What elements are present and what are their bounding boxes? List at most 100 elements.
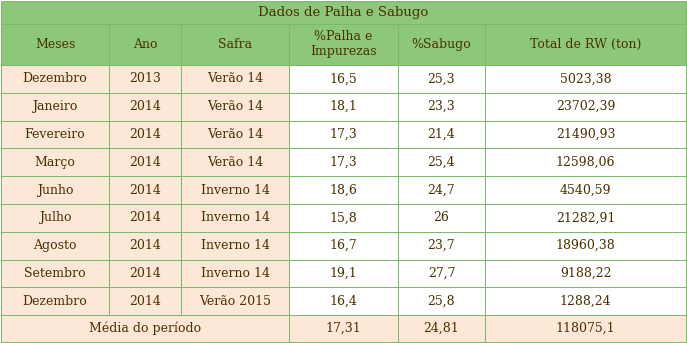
Bar	[109, 120, 181, 148]
Bar	[1, 1, 686, 24]
Text: 27,7: 27,7	[428, 267, 455, 280]
Bar	[1, 204, 109, 232]
Bar	[485, 204, 686, 232]
Text: 2014: 2014	[129, 295, 161, 308]
Text: 4540,59: 4540,59	[560, 184, 611, 197]
Bar	[1, 287, 109, 315]
Bar	[398, 120, 485, 148]
Text: Inverno 14: Inverno 14	[201, 239, 270, 252]
Text: 2014: 2014	[129, 239, 161, 252]
Text: 23702,39: 23702,39	[556, 100, 616, 113]
Bar	[398, 232, 485, 260]
Bar	[289, 148, 398, 176]
Text: %Sabugo: %Sabugo	[412, 38, 471, 51]
Bar	[398, 315, 485, 342]
Text: 16,5: 16,5	[330, 72, 357, 85]
Text: 25,3: 25,3	[427, 72, 455, 85]
Text: 18,1: 18,1	[330, 100, 357, 113]
Bar	[1, 176, 109, 204]
Text: 118075,1: 118075,1	[556, 322, 616, 335]
Text: Verão 14: Verão 14	[207, 128, 263, 141]
Bar	[289, 232, 398, 260]
Bar	[398, 65, 485, 93]
Text: Janeiro: Janeiro	[32, 100, 78, 113]
Bar	[181, 24, 289, 65]
Bar	[181, 287, 289, 315]
Text: 25,8: 25,8	[427, 295, 455, 308]
Text: Verão 14: Verão 14	[207, 72, 263, 85]
Bar	[289, 120, 398, 148]
Text: 21282,91: 21282,91	[556, 211, 616, 224]
Text: 18960,38: 18960,38	[556, 239, 616, 252]
Text: 5023,38: 5023,38	[560, 72, 611, 85]
Text: 18,6: 18,6	[330, 184, 357, 197]
Text: 24,81: 24,81	[424, 322, 460, 335]
Bar	[109, 204, 181, 232]
Text: Safra: Safra	[218, 38, 252, 51]
Bar	[398, 287, 485, 315]
Text: 17,3: 17,3	[330, 128, 357, 141]
Bar	[1, 260, 109, 287]
Bar	[485, 232, 686, 260]
Bar	[289, 93, 398, 120]
Text: 17,3: 17,3	[330, 156, 357, 169]
Text: Agosto: Agosto	[34, 239, 77, 252]
Bar	[181, 148, 289, 176]
Text: 16,7: 16,7	[330, 239, 357, 252]
Text: 15,8: 15,8	[330, 211, 357, 224]
Bar	[398, 260, 485, 287]
Bar	[181, 65, 289, 93]
Bar	[398, 148, 485, 176]
Bar	[181, 93, 289, 120]
Text: Fevereiro: Fevereiro	[25, 128, 85, 141]
Bar	[109, 287, 181, 315]
Bar	[1, 24, 109, 65]
Text: Dezembro: Dezembro	[23, 72, 87, 85]
Bar	[485, 148, 686, 176]
Bar	[109, 65, 181, 93]
Text: 26: 26	[433, 211, 449, 224]
Text: Inverno 14: Inverno 14	[201, 211, 270, 224]
Text: 21,4: 21,4	[427, 128, 455, 141]
Text: 2014: 2014	[129, 156, 161, 169]
Bar	[398, 93, 485, 120]
Text: Setembro: Setembro	[24, 267, 86, 280]
Text: 16,4: 16,4	[330, 295, 357, 308]
Text: %Palha e
Impurezas: %Palha e Impurezas	[311, 30, 376, 58]
Text: 2014: 2014	[129, 267, 161, 280]
Bar	[289, 287, 398, 315]
Bar	[289, 176, 398, 204]
Bar	[485, 120, 686, 148]
Bar	[181, 176, 289, 204]
Bar	[485, 176, 686, 204]
Bar	[1, 232, 109, 260]
Text: Verão 14: Verão 14	[207, 100, 263, 113]
Text: Ano: Ano	[133, 38, 157, 51]
Text: 23,7: 23,7	[427, 239, 455, 252]
Text: 12598,06: 12598,06	[556, 156, 616, 169]
Text: 2014: 2014	[129, 100, 161, 113]
Bar	[398, 204, 485, 232]
Bar	[289, 204, 398, 232]
Bar	[109, 24, 181, 65]
Bar	[398, 24, 485, 65]
Text: 2014: 2014	[129, 184, 161, 197]
Text: Março: Março	[34, 156, 76, 169]
Bar	[181, 120, 289, 148]
Text: 19,1: 19,1	[330, 267, 357, 280]
Bar	[109, 232, 181, 260]
Text: Verão 2015: Verão 2015	[199, 295, 271, 308]
Bar	[289, 260, 398, 287]
Bar	[1, 93, 109, 120]
Bar	[109, 148, 181, 176]
Bar	[181, 232, 289, 260]
Text: 21490,93: 21490,93	[556, 128, 616, 141]
Text: 17,31: 17,31	[326, 322, 361, 335]
Bar	[289, 315, 398, 342]
Bar	[485, 93, 686, 120]
Text: Dezembro: Dezembro	[23, 295, 87, 308]
Bar	[1, 65, 109, 93]
Bar	[485, 287, 686, 315]
Bar	[289, 65, 398, 93]
Bar	[1, 120, 109, 148]
